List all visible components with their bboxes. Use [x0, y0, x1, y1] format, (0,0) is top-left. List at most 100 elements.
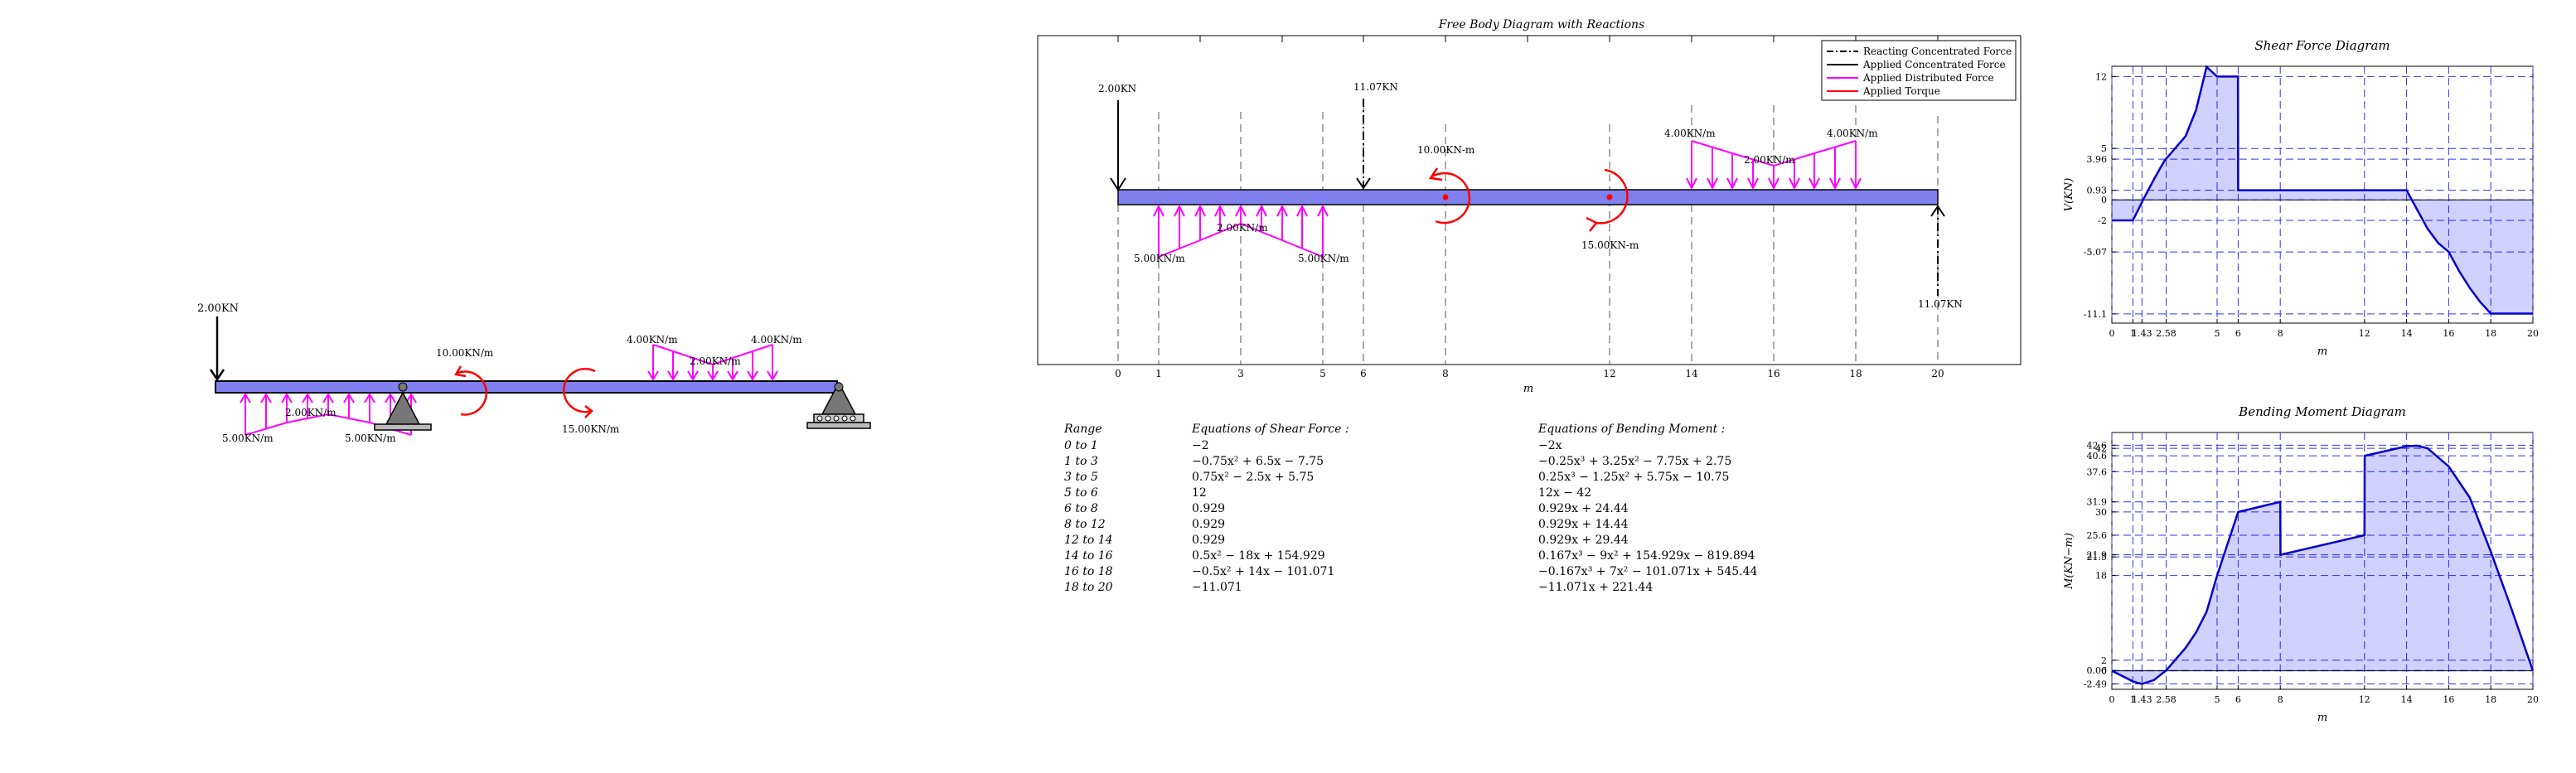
- equation-moment: 0.929x + 29.44: [1538, 534, 1629, 547]
- fbd-xtick: 5: [1319, 368, 1326, 379]
- fbd-dist-right-mid-label: 2.00KN/m: [1744, 154, 1795, 166]
- sketch-torque-ccw: [563, 367, 596, 418]
- sfd-title: Shear Force Diagram: [2254, 38, 2390, 53]
- bmd-y-tick-label: 37.6: [2087, 466, 2108, 477]
- equation-shear: 0.75x² − 2.5x + 5.75: [1192, 471, 1315, 484]
- fbd-applied-force-label: 2.00KN: [1098, 83, 1136, 94]
- bmd-x-tick-label: 2.58: [2156, 694, 2177, 705]
- sfd-area: [2112, 66, 2533, 314]
- bmd-x-tick-label: 14: [2401, 694, 2413, 705]
- fbd-torque-top-label: 10.00KN-m: [1417, 144, 1475, 156]
- sfd-x-tick-label: 6: [2235, 328, 2241, 339]
- sketch-dist-right-end-label: 4.00KN/m: [751, 334, 802, 345]
- equation-range: 1 to 3: [1064, 455, 1098, 468]
- bmd-title: Bending Moment Diagram: [2238, 404, 2406, 419]
- legend-item-reacting-force: Reacting Concentrated Force: [1863, 46, 2012, 57]
- bmd-x-tick-label: 20: [2527, 694, 2539, 705]
- bmd-x-tick-label: 8: [2278, 694, 2283, 705]
- equation-moment: 0.929x + 14.44: [1538, 518, 1629, 531]
- equation-moment: 0.25x³ − 1.25x² + 5.75x − 10.75: [1538, 471, 1730, 484]
- sfd-x-tick-label: 1: [2130, 328, 2136, 339]
- equation-shear: 12: [1192, 486, 1207, 500]
- equation-range: 12 to 14: [1064, 534, 1113, 547]
- fbd-dist-left-start-label: 5.00KN/m: [1134, 253, 1185, 264]
- fbd-xtick-labels: 0 1 3 5 6 8 12 14 16 18 20: [1115, 368, 1944, 379]
- equations-header-row: Range Equations of Shear Force : Equatio…: [1064, 423, 1810, 439]
- fbd-xtick: 20: [1931, 368, 1944, 379]
- equation-moment: −11.071x + 221.44: [1538, 581, 1654, 594]
- bmd-y-tick-label: 42: [2095, 443, 2107, 454]
- fbd-xtick: 1: [1155, 368, 1162, 379]
- bmd-y-tick-label: 18: [2095, 571, 2107, 582]
- sketch-torque-ccw-label: 15.00KN/m: [562, 423, 620, 435]
- bmd-x-tick-label: 0: [2109, 694, 2115, 705]
- sketch-dist-load-right: [647, 344, 778, 381]
- sfd-x-tick-label: 12: [2359, 328, 2370, 339]
- fbd-torque-top: [1428, 167, 1471, 225]
- equation-range: 18 to 20: [1064, 581, 1113, 594]
- sketch-dist-left-mid-label: 2.00KN/m: [285, 407, 337, 418]
- bmd-y-tick-label: 2: [2101, 655, 2107, 666]
- fbd-xtick: 14: [1685, 368, 1698, 379]
- bmd-x-tick-label: 16: [2443, 694, 2454, 705]
- equation-moment: 0.929x + 24.44: [1538, 502, 1629, 515]
- equation-row: 3 to 5 0.75x² − 2.5x + 5.75 0.25x³ − 1.2…: [1064, 471, 1810, 487]
- sketch-pin-support: [374, 382, 432, 431]
- sfd-x-tick-label: 20: [2527, 328, 2539, 339]
- bmd-x-tick-label: 6: [2235, 694, 2241, 705]
- sfd-x-tick-label: 16: [2443, 328, 2454, 339]
- range-header: Range: [1064, 423, 1102, 436]
- shear-force-chart: Shear Force Diagram 0 11.43 2.58 5 6 8 12 14 16 18…: [2063, 38, 2539, 358]
- equation-range: 16 to 18: [1064, 565, 1113, 578]
- fbd-reaction-left-arrow: [1356, 99, 1371, 190]
- fbd-reaction-right-arrow: [1930, 205, 1945, 296]
- equation-range: 0 to 1: [1064, 439, 1098, 452]
- fbd-dist-right-start-label: 4.00KN/m: [1664, 128, 1716, 139]
- bending-moment-chart: Bending Moment Diagram 0 11.43 2.58 5 6 8 12 14 1…: [2063, 404, 2539, 724]
- bmd-y-tick-label: 30: [2095, 507, 2107, 518]
- equation-shear: −0.5x² + 14x − 101.071: [1192, 565, 1335, 578]
- sfd-xlabel: m: [2317, 345, 2327, 358]
- fbd-xtick: 12: [1603, 368, 1615, 379]
- sketch-beam: [215, 380, 838, 394]
- bmd-y-tick-label: 21.9: [2087, 550, 2108, 561]
- sfd-x-tick-label: 18: [2485, 328, 2496, 339]
- sketch-dist-right-start-label: 4.00KN/m: [627, 334, 678, 345]
- fbd-guides: [1117, 105, 1939, 365]
- fbd-applied-force-arrow: [1110, 100, 1126, 191]
- equation-row: 5 to 6 12 12x − 42: [1064, 486, 1810, 503]
- bmd-x-tick-label: 12: [2359, 694, 2370, 705]
- legend-item-applied-force: Applied Concentrated Force: [1862, 59, 2006, 70]
- bmd-ylabel: M(KN−m): [2063, 533, 2075, 590]
- equation-row: 0 to 1 −2 −2x: [1064, 439, 1810, 456]
- fbd-dist-load-left: [1153, 204, 1329, 258]
- legend-item-applied-torque: Applied Torque: [1862, 85, 1940, 97]
- sfd-y-tick-label: -11.1: [2084, 309, 2107, 320]
- bmd-y-tick-label: 0.06: [2087, 665, 2108, 676]
- bmd-y-tick-label: -2.49: [2084, 679, 2107, 690]
- fbd-xtick: 18: [1849, 368, 1862, 379]
- sfd-x-tick-label: 2.58: [2156, 328, 2177, 339]
- bmd-xlabel: m: [2317, 712, 2327, 724]
- bmd-y-tick-label: 0: [2101, 666, 2107, 677]
- bmd-x-tick-label: 1.43: [2132, 694, 2152, 705]
- sfd-y-tick-label: 0.93: [2087, 186, 2108, 196]
- sfd-y-tick-label: -5.07: [2084, 247, 2107, 258]
- equation-shear: −11.071: [1192, 581, 1242, 594]
- equation-row: 12 to 14 0.929 0.929x + 29.44: [1064, 534, 1810, 550]
- fbd-torque-bottom-point: [1606, 194, 1613, 200]
- sfd-x-tick-label: 14: [2401, 328, 2413, 339]
- sketch-point-load-label: 2.00KN: [197, 302, 239, 315]
- equation-shear: 0.929: [1192, 518, 1226, 531]
- sketch-dist-load-left: [240, 393, 417, 436]
- fbd-xtick: 8: [1442, 368, 1449, 379]
- equation-shear: 0.5x² − 18x + 154.929: [1192, 549, 1325, 563]
- fbd-dist-load-right: [1686, 140, 1862, 191]
- sfd-x-tick-label: 1.43: [2132, 328, 2152, 339]
- fbd-beam: [1117, 189, 1939, 205]
- fbd-title: Free Body Diagram with Reactions: [1438, 18, 1645, 31]
- fbd-torque-top-point: [1442, 194, 1449, 200]
- fbd-plot: Free Body Diagram with Reactions 2.00KN …: [1037, 18, 2022, 395]
- sfd-y-tick-label: 5: [2101, 143, 2107, 154]
- sfd-y-tick-label: 3.96: [2087, 154, 2108, 165]
